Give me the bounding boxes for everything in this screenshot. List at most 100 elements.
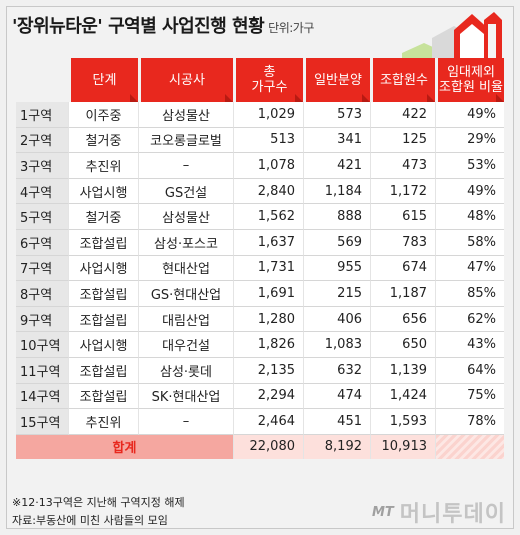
total-units-cell: 1,078 bbox=[233, 153, 303, 179]
general-sale-cell: 888 bbox=[303, 204, 370, 230]
stage-cell: 조합설립 bbox=[68, 229, 138, 256]
district-cell: 4구역 bbox=[16, 178, 68, 205]
members-sum: 10,913 bbox=[370, 434, 435, 459]
general-sale-sum: 8,192 bbox=[303, 434, 370, 459]
logo-mt: MT bbox=[371, 504, 394, 520]
ratio-cell: 78% bbox=[435, 409, 504, 435]
general-sale-cell: 632 bbox=[303, 357, 370, 384]
total-units-cell: 1,562 bbox=[233, 204, 303, 230]
stage-cell: 추진위 bbox=[68, 153, 138, 179]
members-cell: 783 bbox=[370, 229, 435, 256]
header-member-ratio: 임대제외 조합원 비율 bbox=[435, 58, 504, 102]
builder-cell: GS·현대산업 bbox=[138, 281, 233, 307]
members-cell: 422 bbox=[370, 102, 435, 128]
members-cell: 473 bbox=[370, 153, 435, 179]
header-general-sale: 일반분양 bbox=[303, 58, 370, 102]
members-cell: 1,139 bbox=[370, 357, 435, 384]
stage-cell: 사업시행 bbox=[68, 255, 138, 282]
footnote-exclusion: ※12·13구역은 지난해 구역지정 해제 bbox=[12, 496, 185, 509]
stage-cell: 조합설립 bbox=[68, 306, 138, 333]
builder-cell: 대우건설 bbox=[138, 332, 233, 358]
general-sale-cell: 1,184 bbox=[303, 178, 370, 205]
total-units-cell: 2,840 bbox=[233, 178, 303, 205]
members-cell: 650 bbox=[370, 332, 435, 358]
members-cell: 674 bbox=[370, 255, 435, 282]
district-cell: 5구역 bbox=[16, 204, 68, 230]
builder-cell: 삼성물산 bbox=[138, 102, 233, 128]
builder-cell: 삼성물산 bbox=[138, 204, 233, 230]
table-row: 6구역 조합설립 삼성·포스코 1,637 569 783 58% bbox=[16, 229, 504, 256]
project-status-table: 단계 시공사 총 가구수 일반분양 조합원수 임대제외 조합원 비율 1구역 이주중 삼… bbox=[16, 58, 504, 459]
title-text: '장위뉴타운' 구역별 사업진행 현황 bbox=[12, 16, 265, 37]
table-row: 8구역 조합설립 GS·현대산업 1,691 215 1,187 85% bbox=[16, 281, 504, 307]
district-cell: 7구역 bbox=[16, 255, 68, 282]
total-units-cell: 1,280 bbox=[233, 306, 303, 333]
builder-cell: 삼성·포스코 bbox=[138, 229, 233, 256]
general-sale-cell: 1,083 bbox=[303, 332, 370, 358]
district-cell: 3구역 bbox=[16, 153, 68, 179]
ratio-cell: 53% bbox=[435, 153, 504, 179]
total-units-cell: 1,691 bbox=[233, 281, 303, 307]
total-row: 합계 22,080 8,192 10,913 bbox=[16, 434, 504, 459]
header-district bbox=[16, 58, 68, 102]
total-units-cell: 1,637 bbox=[233, 229, 303, 256]
general-sale-cell: 421 bbox=[303, 153, 370, 179]
general-sale-cell: 341 bbox=[303, 127, 370, 154]
builder-cell: 현대산업 bbox=[138, 255, 233, 282]
total-units-cell: 1,826 bbox=[233, 332, 303, 358]
header-members: 조합원수 bbox=[370, 58, 435, 102]
stage-cell: 철거중 bbox=[68, 127, 138, 154]
ratio-cell: 58% bbox=[435, 229, 504, 256]
members-cell: 1,424 bbox=[370, 383, 435, 410]
ratio-cell: 49% bbox=[435, 178, 504, 205]
ratio-cell: 64% bbox=[435, 357, 504, 384]
general-sale-cell: 573 bbox=[303, 102, 370, 128]
stage-cell: 조합설립 bbox=[68, 281, 138, 307]
header-builder: 시공사 bbox=[138, 58, 233, 102]
members-cell: 1,593 bbox=[370, 409, 435, 435]
ratio-cell: 75% bbox=[435, 383, 504, 410]
builder-cell: – bbox=[138, 153, 233, 179]
stage-cell: 철거중 bbox=[68, 204, 138, 230]
table-header-row: 단계 시공사 총 가구수 일반분양 조합원수 임대제외 조합원 비율 bbox=[16, 58, 504, 102]
header-stage: 단계 bbox=[68, 58, 138, 102]
builder-cell: 삼성·롯데 bbox=[138, 357, 233, 384]
district-cell: 6구역 bbox=[16, 229, 68, 256]
ratio-cell: 47% bbox=[435, 255, 504, 282]
total-units-cell: 2,135 bbox=[233, 357, 303, 384]
ratio-cell: 85% bbox=[435, 281, 504, 307]
builder-cell: GS건설 bbox=[138, 178, 233, 205]
builder-cell: SK·현대산업 bbox=[138, 383, 233, 410]
ratio-cell: 49% bbox=[435, 102, 504, 128]
general-sale-cell: 406 bbox=[303, 306, 370, 333]
table-row: 7구역 사업시행 현대산업 1,731 955 674 47% bbox=[16, 255, 504, 282]
publisher-logo: MT 머니투데이 bbox=[371, 499, 506, 527]
members-cell: 615 bbox=[370, 204, 435, 230]
page-title: '장위뉴타운' 구역별 사업진행 현황 단위:가구 bbox=[12, 12, 314, 42]
general-sale-cell: 955 bbox=[303, 255, 370, 282]
table-row: 3구역 추진위 –1,078 421 473 53% bbox=[16, 153, 504, 179]
unit-label: 단위:가구 bbox=[268, 21, 314, 35]
table-row: 5구역 철거중 삼성물산 1,562 888 615 48% bbox=[16, 204, 504, 230]
general-sale-cell: 215 bbox=[303, 281, 370, 307]
district-cell: 9구역 bbox=[16, 306, 68, 333]
table-row: 2구역 철거중 코오롱글로벌 513 341 125 29% bbox=[16, 127, 504, 154]
table-row: 1구역 이주중 삼성물산 1,029 573 422 49% bbox=[16, 102, 504, 128]
total-units-sum: 22,080 bbox=[233, 434, 303, 459]
table-row: 4구역 사업시행 GS건설 2,840 1,184 1,172 49% bbox=[16, 178, 504, 205]
builder-cell: 대림산업 bbox=[138, 306, 233, 333]
stage-cell: 추진위 bbox=[68, 409, 138, 435]
ratio-sum-empty bbox=[435, 434, 504, 459]
builder-cell: 코오롱글로벌 bbox=[138, 127, 233, 154]
stage-cell: 사업시행 bbox=[68, 178, 138, 205]
stage-cell: 사업시행 bbox=[68, 332, 138, 358]
members-cell: 1,187 bbox=[370, 281, 435, 307]
ratio-cell: 48% bbox=[435, 204, 504, 230]
stage-cell: 조합설립 bbox=[68, 383, 138, 410]
source-note: 자료:부동산에 미친 사람들의 모임 bbox=[12, 514, 168, 527]
members-cell: 656 bbox=[370, 306, 435, 333]
stage-cell: 조합설립 bbox=[68, 357, 138, 384]
total-label: 합계 bbox=[16, 434, 233, 459]
general-sale-cell: 474 bbox=[303, 383, 370, 410]
district-cell: 8구역 bbox=[16, 281, 68, 307]
